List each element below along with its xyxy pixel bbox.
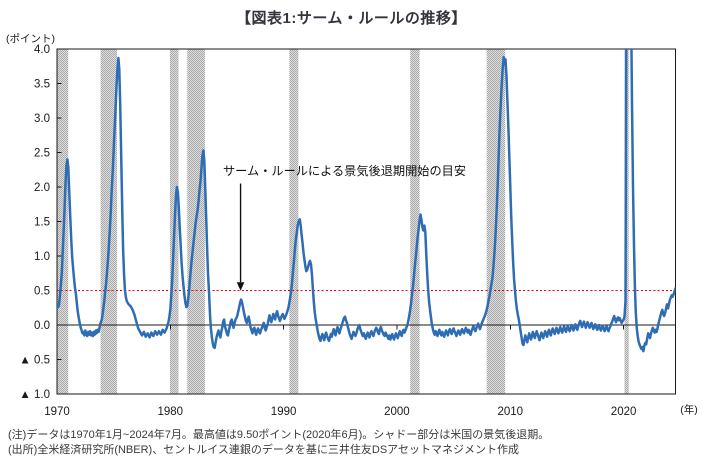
y-tick-label: 3.0	[34, 113, 50, 125]
chart-title: 【図表1:サーム・ルールの推移】	[236, 10, 467, 27]
x-tick-label: 2020	[611, 406, 637, 418]
y-tick-label: ▲ 1.0	[19, 389, 50, 401]
sahm-rule-line	[57, 49, 676, 353]
recession-band	[289, 49, 299, 394]
y-tick-label: ▲ 0.5	[19, 355, 50, 367]
annotation-arrow-head	[236, 282, 245, 291]
recession-band	[410, 49, 420, 394]
y-tick-label: 0.0	[34, 320, 50, 332]
x-tick-label: 1970	[44, 406, 70, 418]
x-tick-label: 1980	[158, 406, 184, 418]
y-tick-label: 1.5	[34, 217, 50, 229]
note-line-2: (出所)全米経済研究所(NBER)、セントルイス連銀のデータを基に三井住友DSア…	[8, 444, 519, 456]
y-tick-label: 2.0	[34, 182, 50, 194]
x-tick-label: 1990	[271, 406, 297, 418]
y-tick-label: 4.0	[34, 44, 50, 56]
y-tick-label: 3.5	[34, 79, 50, 91]
x-axis-unit-label: (年)	[680, 403, 698, 416]
x-tick-label: 2000	[384, 406, 410, 418]
recession-band	[100, 49, 117, 394]
y-tick-label: 0.5	[34, 286, 50, 298]
recession-band	[57, 49, 69, 394]
y-tick-label: 1.0	[34, 251, 50, 263]
x-tick-label: 2010	[498, 406, 524, 418]
note-line-1: (注)データは1970年1月~2024年7月。最高値は9.50ポイント(2020…	[8, 429, 550, 441]
y-tick-label: 2.5	[34, 148, 50, 160]
chart-notes: (注)データは1970年1月~2024年7月。最高値は9.50ポイント(2020…	[8, 428, 549, 458]
plot-border	[56, 48, 677, 395]
threshold-annotation-label: サーム・ルールによる景気後退期開始の目安	[223, 164, 467, 178]
y-axis-unit-label: (ポイント)	[6, 33, 55, 45]
